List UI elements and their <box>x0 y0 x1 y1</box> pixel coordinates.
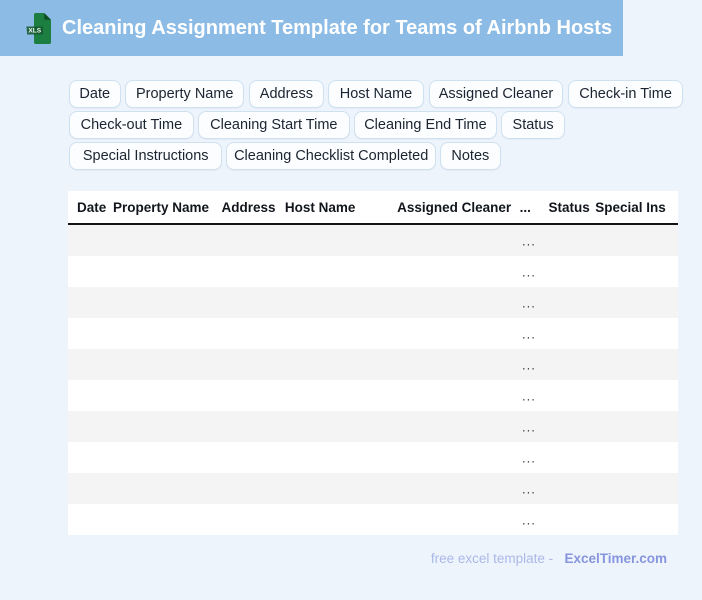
svg-text:XLS: XLS <box>28 27 41 34</box>
